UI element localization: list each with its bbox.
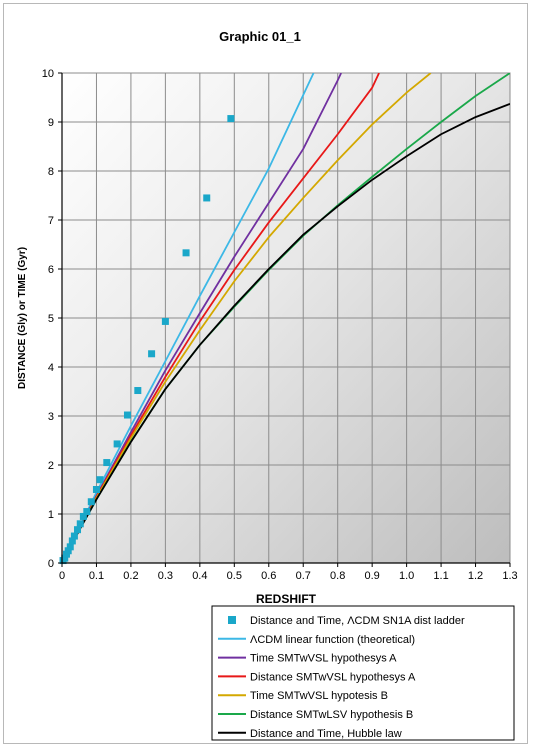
y-tick-label: 2 (48, 460, 54, 472)
chart-svg: Graphic 01_1 0 0.1 0.2 0.3 0.4 0.5 0.6 0.7 0.8 0.… (17, 29, 518, 741)
data-point (182, 249, 190, 257)
data-point (74, 526, 82, 534)
legend-label-0: Distance and Time, ΛCDM SN1A dist ladder (250, 615, 465, 627)
data-point (83, 508, 91, 516)
x-tick-label: 0.1 (89, 570, 104, 582)
legend-label-4: Time SMTwVSL hypotesis B (250, 690, 388, 702)
y-tick-label: 3 (48, 411, 54, 423)
x-tick-label: 0.7 (296, 570, 311, 582)
data-point (68, 537, 76, 545)
chart-title: Graphic 01_1 (219, 29, 301, 44)
data-point (113, 440, 121, 448)
chart-frame: Graphic 01_1 0 0.1 0.2 0.3 0.4 0.5 0.6 0.7 0.8 0.… (3, 3, 528, 744)
y-tick-label: 10 (42, 68, 54, 80)
x-tick-labels: 0 0.1 0.2 0.3 0.4 0.5 0.6 0.7 0.8 0.9 1.0 1.1 1.2 1.3 (59, 563, 518, 582)
x-tick-label: 1.0 (399, 570, 414, 582)
y-tick-label: 0 (48, 558, 54, 570)
y-tick-label: 7 (48, 215, 54, 227)
data-point (92, 486, 100, 493)
data-point (64, 547, 72, 555)
data-point (79, 512, 87, 520)
x-tick-label: 0.6 (261, 570, 276, 582)
series-points (59, 115, 235, 565)
data-point (87, 498, 95, 506)
legend-label-5: Distance SMTwLSV hypothesis B (250, 709, 413, 721)
y-tick-label: 6 (48, 264, 54, 276)
y-tick-labels: 0 1 2 3 4 5 6 7 8 9 10 (42, 68, 62, 570)
data-point (203, 194, 211, 202)
x-tick-label: 0 (59, 570, 65, 582)
x-tick-label: 1.2 (468, 570, 483, 582)
data-point (123, 411, 131, 419)
y-tick-label: 4 (48, 362, 54, 374)
y-tick-label: 1 (48, 509, 54, 521)
x-axis-title: REDSHIFT (256, 592, 317, 606)
data-point (76, 520, 84, 528)
legend-label-3: Distance SMTwVSL hypothesys A (250, 671, 416, 683)
legend-label-2: Time SMTwVSL hypothesys A (250, 653, 397, 665)
x-tick-label: 0.8 (330, 570, 345, 582)
data-point (66, 543, 74, 551)
legend: Distance and Time, ΛCDM SN1A dist ladder… (211, 605, 515, 741)
data-point (70, 532, 78, 540)
data-point (96, 476, 104, 484)
data-point (61, 554, 69, 562)
legend-label-1: ΛCDM linear function (theoretical) (250, 634, 415, 646)
legend-items: Distance and Time, ΛCDM SN1A dist ladder… (218, 615, 465, 740)
x-tick-label: 0.9 (365, 570, 380, 582)
data-point (148, 350, 156, 358)
x-tick-label: 0.3 (158, 570, 173, 582)
x-tick-label: 0.4 (192, 570, 207, 582)
data-point (161, 317, 169, 325)
data-point (227, 115, 235, 123)
y-tick-label: 5 (48, 313, 54, 325)
legend-box (211, 605, 515, 741)
legend-label-6: Distance and Time, Hubble law (250, 728, 402, 740)
data-point (103, 459, 111, 467)
y-tick-label: 8 (48, 166, 54, 178)
data-point (134, 387, 142, 395)
x-tick-label: 0.5 (227, 570, 242, 582)
legend-swatch-0 (228, 616, 236, 624)
y-axis-title: DISTANCE (Gly) or TIME (Gyr) (17, 247, 28, 389)
x-tick-label: 1.3 (502, 570, 517, 582)
y-tick-label: 9 (48, 117, 54, 129)
x-tick-label: 1.1 (433, 570, 448, 582)
x-tick-label: 0.2 (123, 570, 138, 582)
series-line-6 (62, 103, 510, 563)
